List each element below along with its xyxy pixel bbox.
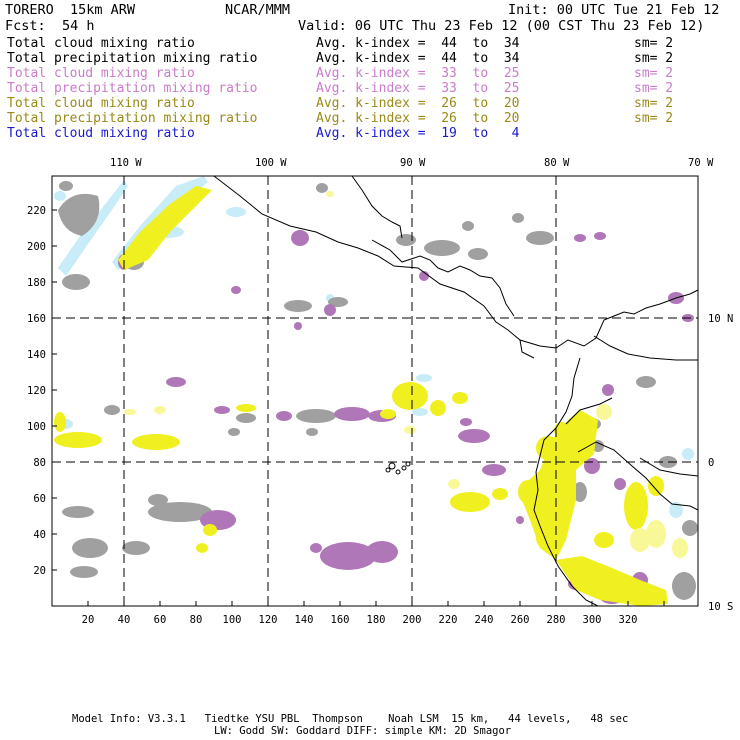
- lat-label: 0: [708, 457, 714, 469]
- x-tick-label: 100: [223, 614, 242, 626]
- legend-smoothing: sm= 2: [634, 96, 674, 111]
- lat-label: 10 N: [708, 313, 733, 325]
- y-tick-label: 140: [27, 349, 46, 361]
- galapagos-islands: [385, 461, 411, 475]
- y-tick-label: 60: [33, 493, 46, 505]
- lat-label: 10 S: [708, 601, 733, 613]
- legend-field: Total cloud mixing ratio: [7, 96, 195, 111]
- x-tick-label: 320: [619, 614, 638, 626]
- y-tick-label: 180: [27, 277, 46, 289]
- x-tick-label: 120: [259, 614, 278, 626]
- legend-field: Total precipitation mixing ratio: [7, 111, 258, 126]
- model-title: TORERO 15km ARW: [5, 2, 136, 18]
- x-tick-label: 220: [439, 614, 458, 626]
- org-label: NCAR/MMM: [225, 2, 291, 18]
- legend-field: Total cloud mixing ratio: [7, 36, 195, 51]
- legend-kindex: Avg. k-index = 33 to 25: [316, 81, 520, 96]
- legend-kindex: Avg. k-index = 26 to 20: [316, 96, 520, 111]
- x-tick-label: 20: [82, 614, 95, 626]
- lon-label: 110 W: [110, 157, 142, 169]
- y-tick-label: 80: [33, 457, 46, 469]
- coastlines: [213, 175, 699, 607]
- legend-smoothing: sm= 2: [634, 36, 674, 51]
- x-tick-label: 180: [367, 614, 386, 626]
- x-tick-label: 240: [475, 614, 494, 626]
- legend-smoothing: sm= 2: [634, 51, 674, 66]
- legend-smoothing: sm= 2: [634, 81, 674, 96]
- legend-field: Total cloud mixing ratio: [7, 126, 195, 141]
- lon-label: 80 W: [544, 157, 570, 169]
- y-tick-label: 160: [27, 313, 46, 325]
- tick-marks: [52, 209, 665, 606]
- legend-field: Total precipitation mixing ratio: [7, 51, 258, 66]
- lon-label: 70 W: [688, 157, 714, 169]
- forecast-hours: 54 h: [62, 18, 95, 34]
- x-tick-label: 160: [331, 614, 350, 626]
- x-axis-labels: 20 40 60 80 100 120 140 160 180 200 220 …: [82, 614, 638, 626]
- x-tick-label: 40: [118, 614, 131, 626]
- legend-kindex: Avg. k-index = 44 to 34: [316, 36, 520, 51]
- x-tick-label: 200: [403, 614, 422, 626]
- legend-field: Total precipitation mixing ratio: [7, 81, 258, 96]
- lightyellow-field: [124, 191, 688, 558]
- legend-smoothing: sm= 2: [634, 111, 674, 126]
- x-tick-label: 280: [547, 614, 566, 626]
- y-tick-label: 200: [27, 241, 46, 253]
- forecast-label: Fcst:: [5, 18, 46, 34]
- precip-fields: [54, 176, 698, 606]
- legend-kindex: Avg. k-index = 26 to 20: [316, 111, 520, 126]
- map-grid: [52, 176, 698, 606]
- init-time: Init: 00 UTC Tue 21 Feb 12: [508, 2, 720, 18]
- y-axis-labels: 20 40 60 80 100 120 140 160 180 200 220: [27, 205, 46, 577]
- legend-kindex: Avg. k-index = 44 to 34: [316, 51, 520, 66]
- x-tick-label: 260: [511, 614, 530, 626]
- legend-smoothing: sm= 2: [634, 66, 674, 81]
- legend-kindex: Avg. k-index = 33 to 25: [316, 66, 520, 81]
- x-tick-label: 60: [154, 614, 167, 626]
- y-tick-label: 20: [33, 565, 46, 577]
- x-tick-label: 80: [190, 614, 203, 626]
- model-info: Model Info: V3.3.1 Tiedtke YSU PBL Thomp…: [72, 713, 629, 725]
- lon-label: 90 W: [400, 157, 426, 169]
- x-tick-label: 300: [583, 614, 602, 626]
- y-tick-label: 40: [33, 529, 46, 541]
- y-tick-label: 100: [27, 421, 46, 433]
- legend-kindex: Avg. k-index = 19 to 4: [316, 126, 520, 141]
- map-frame: [51, 175, 699, 607]
- legend-field: Total cloud mixing ratio: [7, 66, 195, 81]
- x-tick-label: 140: [295, 614, 314, 626]
- yellow-field: [54, 186, 668, 606]
- valid-time: Valid: 06 UTC Thu 23 Feb 12 (00 CST Thu …: [298, 18, 705, 34]
- y-tick-label: 220: [27, 205, 46, 217]
- physics-info: LW: Godd SW: Goddard DIFF: simple KM: 2D…: [214, 725, 512, 737]
- lon-label: 100 W: [255, 157, 287, 169]
- y-tick-label: 120: [27, 385, 46, 397]
